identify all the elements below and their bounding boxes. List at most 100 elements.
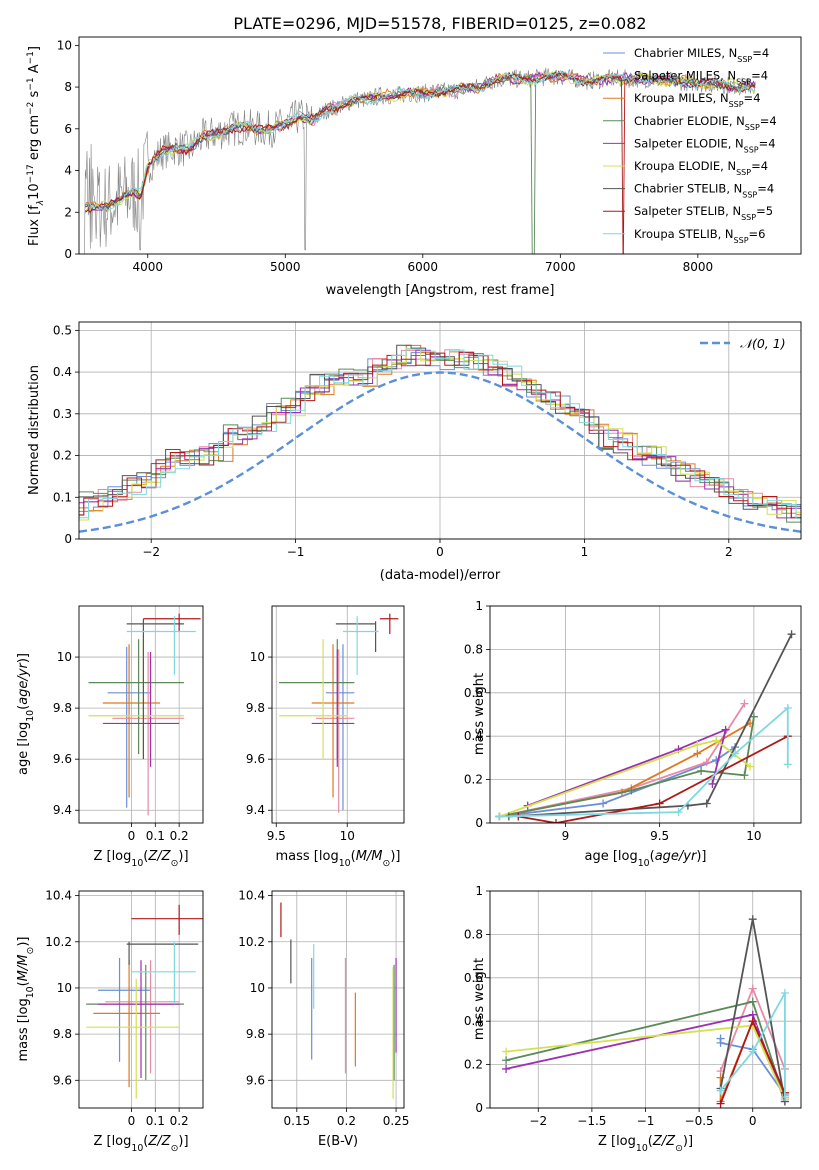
x-tick-label: 1 xyxy=(581,545,589,559)
weight-marker xyxy=(716,1086,725,1095)
y-tick-label: 9.6 xyxy=(246,752,265,766)
errorbar-point-kroupa-elodie xyxy=(86,978,180,1099)
errorbar-point-salpeter-miles xyxy=(105,960,180,1074)
x-tick-label: 0 xyxy=(128,1114,136,1128)
y-tick-label: 10.4 xyxy=(238,889,265,903)
panel-massweight-vs-age: 9 9.5 10 0 0.2 0.4 0.6 0.8 1 age [log10(age/yr)] m… xyxy=(464,599,802,869)
y-tick-label: 9.8 xyxy=(53,1027,72,1041)
figure-title: PLATE=0296, MJD=51578, FIBERID=0125, z=0… xyxy=(233,14,646,33)
y-tick-label: 10 xyxy=(57,981,72,995)
axis-ticks: 4000 5000 6000 7000 8000 0 2 4 6 8 10 xyxy=(57,38,713,274)
y-tick-label: 0 xyxy=(64,532,72,546)
errorbar-point-chabrier-stelib xyxy=(126,941,199,965)
errorbar-point-chabrier-elodie xyxy=(86,964,184,1081)
legend: 𝒩(0, 1) xyxy=(700,336,786,351)
weight-marker xyxy=(780,988,789,997)
axis-ticks: 0 0.1 0.2 9.6 9.8 10 10.2 10.4 xyxy=(45,889,188,1128)
y-tick-label: 10 xyxy=(57,38,72,52)
y-tick-label: 0.4 xyxy=(464,729,483,743)
x-tick-label: 10 xyxy=(746,829,761,843)
errorbar-point-salpeter-stelib xyxy=(143,613,201,632)
weight-series-chabrier-stelib xyxy=(504,630,796,821)
weight-marker xyxy=(502,1056,511,1065)
x-tick-label: 9.5 xyxy=(267,829,286,843)
errorbar-point-chabrier-stelib xyxy=(335,621,377,652)
axis-ticks: 0.15 0.2 0.25 9.6 9.8 10 10.2 10.4 xyxy=(238,889,409,1128)
errorbar-point-kroupa-stelib xyxy=(131,941,196,1005)
y-tick-label: 0.1 xyxy=(53,490,72,504)
histogram-chabrier-miles xyxy=(79,352,801,519)
weight-marker xyxy=(740,771,749,780)
plot-area xyxy=(79,344,801,533)
legend-entry: 𝒩(0, 1) xyxy=(740,336,786,351)
weight-marker xyxy=(721,725,730,734)
x-tick-label: 7000 xyxy=(545,260,576,274)
y-tick-label: 8 xyxy=(64,80,72,94)
histogram-salpeter-elodie xyxy=(79,349,801,519)
axis-ticks: 9 9.5 10 0 0.2 0.4 0.6 0.8 1 xyxy=(464,599,762,843)
errorbar-point-salpeter-stelib xyxy=(379,613,399,635)
axes-frame xyxy=(78,36,802,255)
y-tick-label: 0.4 xyxy=(53,365,72,379)
x-tick-label: −2 xyxy=(529,1114,547,1128)
legend-entry: Kroupa ELODIE, NSSP=4 xyxy=(634,159,768,177)
axes-frame xyxy=(271,890,405,1109)
weight-series-salpeter-elodie xyxy=(523,725,730,810)
x-tick-label: −2 xyxy=(142,545,160,559)
axes-frame xyxy=(489,605,802,824)
plot-area xyxy=(88,613,201,816)
model-line-chabrier-stelib xyxy=(85,71,756,212)
axis-ticks: 0 0.1 0.2 9.4 9.6 9.8 10 xyxy=(53,650,189,843)
weight-marker xyxy=(697,766,706,775)
weight-marker xyxy=(748,997,757,1006)
panel-residuals: −2 −1 0 1 2 0 0.1 0.2 0.3 0.4 0.5 𝒩(0, 1) (data-mode… xyxy=(27,321,802,583)
model-line-kroupa-stelib xyxy=(85,69,756,213)
y-tick-label: 0.6 xyxy=(464,971,483,985)
y-tick-label: 0.5 xyxy=(53,323,72,337)
histogram-salpeter-stelib xyxy=(79,351,801,519)
histogram-chabrier-stelib xyxy=(79,344,801,519)
weight-marker xyxy=(693,749,702,758)
axis-ticks: 9.5 10 9.4 9.6 9.8 10 xyxy=(246,650,355,843)
weight-marker xyxy=(702,799,711,808)
y-tick-label: 0 xyxy=(475,816,483,830)
errorbar-point-salpeter-miles xyxy=(316,649,355,813)
weight-marker xyxy=(783,703,792,712)
y-tick-label: 0.8 xyxy=(464,642,483,656)
axis-ticks: −2 −1 0 1 2 0 0.1 0.2 0.3 0.4 0.5 xyxy=(53,323,733,559)
weight-marker xyxy=(674,808,683,817)
errorbar-point-kroupa-stelib xyxy=(126,616,196,675)
legend-entry: Chabrier STELIB, NSSP=4 xyxy=(634,182,774,200)
y-axis-label: mass [log10(M/M⊙)] xyxy=(16,937,36,1062)
errorbar-point-chabrier-elodie xyxy=(88,639,184,755)
x-axis-label: (data-model)/error xyxy=(380,568,501,583)
x-tick-label: 0.1 xyxy=(146,829,165,843)
y-axis-label: mass weight xyxy=(472,958,487,1040)
x-tick-label: 6000 xyxy=(408,260,439,274)
y-tick-label: 4 xyxy=(64,164,72,178)
weight-marker xyxy=(502,1047,511,1056)
y-tick-label: 9.8 xyxy=(246,1027,265,1041)
weight-marker xyxy=(716,1038,725,1047)
histogram-salpeter-miles xyxy=(79,349,801,518)
weight-marker xyxy=(748,1017,757,1026)
weight-series-salpeter-miles xyxy=(495,699,749,821)
x-tick-label: 9.5 xyxy=(650,829,669,843)
histogram-chabrier-elodie xyxy=(79,355,801,523)
model-line-kroupa-elodie xyxy=(84,69,756,214)
errorbar-point-salpeter-elodie xyxy=(311,649,355,767)
weight-marker xyxy=(787,630,796,639)
y-tick-label: 9.6 xyxy=(53,1073,72,1087)
errorbar-point-salpeter-elodie xyxy=(98,960,180,1078)
plot-area xyxy=(495,630,796,823)
weight-marker xyxy=(783,760,792,769)
weight-marker xyxy=(746,762,755,771)
weight-marker xyxy=(627,786,636,795)
weight-marker xyxy=(502,1064,511,1073)
x-tick-label: 0.2 xyxy=(170,829,189,843)
x-tick-label: 0 xyxy=(128,829,136,843)
panel-massweight-vs-Z: −2 −1.5 −1 −0.5 0 0 0.2 0.4 0.6 0.8 1 Z [log10(Z/Z⊙… xyxy=(464,884,802,1154)
y-axis-label: age [log10(age/yr)] xyxy=(16,653,36,775)
